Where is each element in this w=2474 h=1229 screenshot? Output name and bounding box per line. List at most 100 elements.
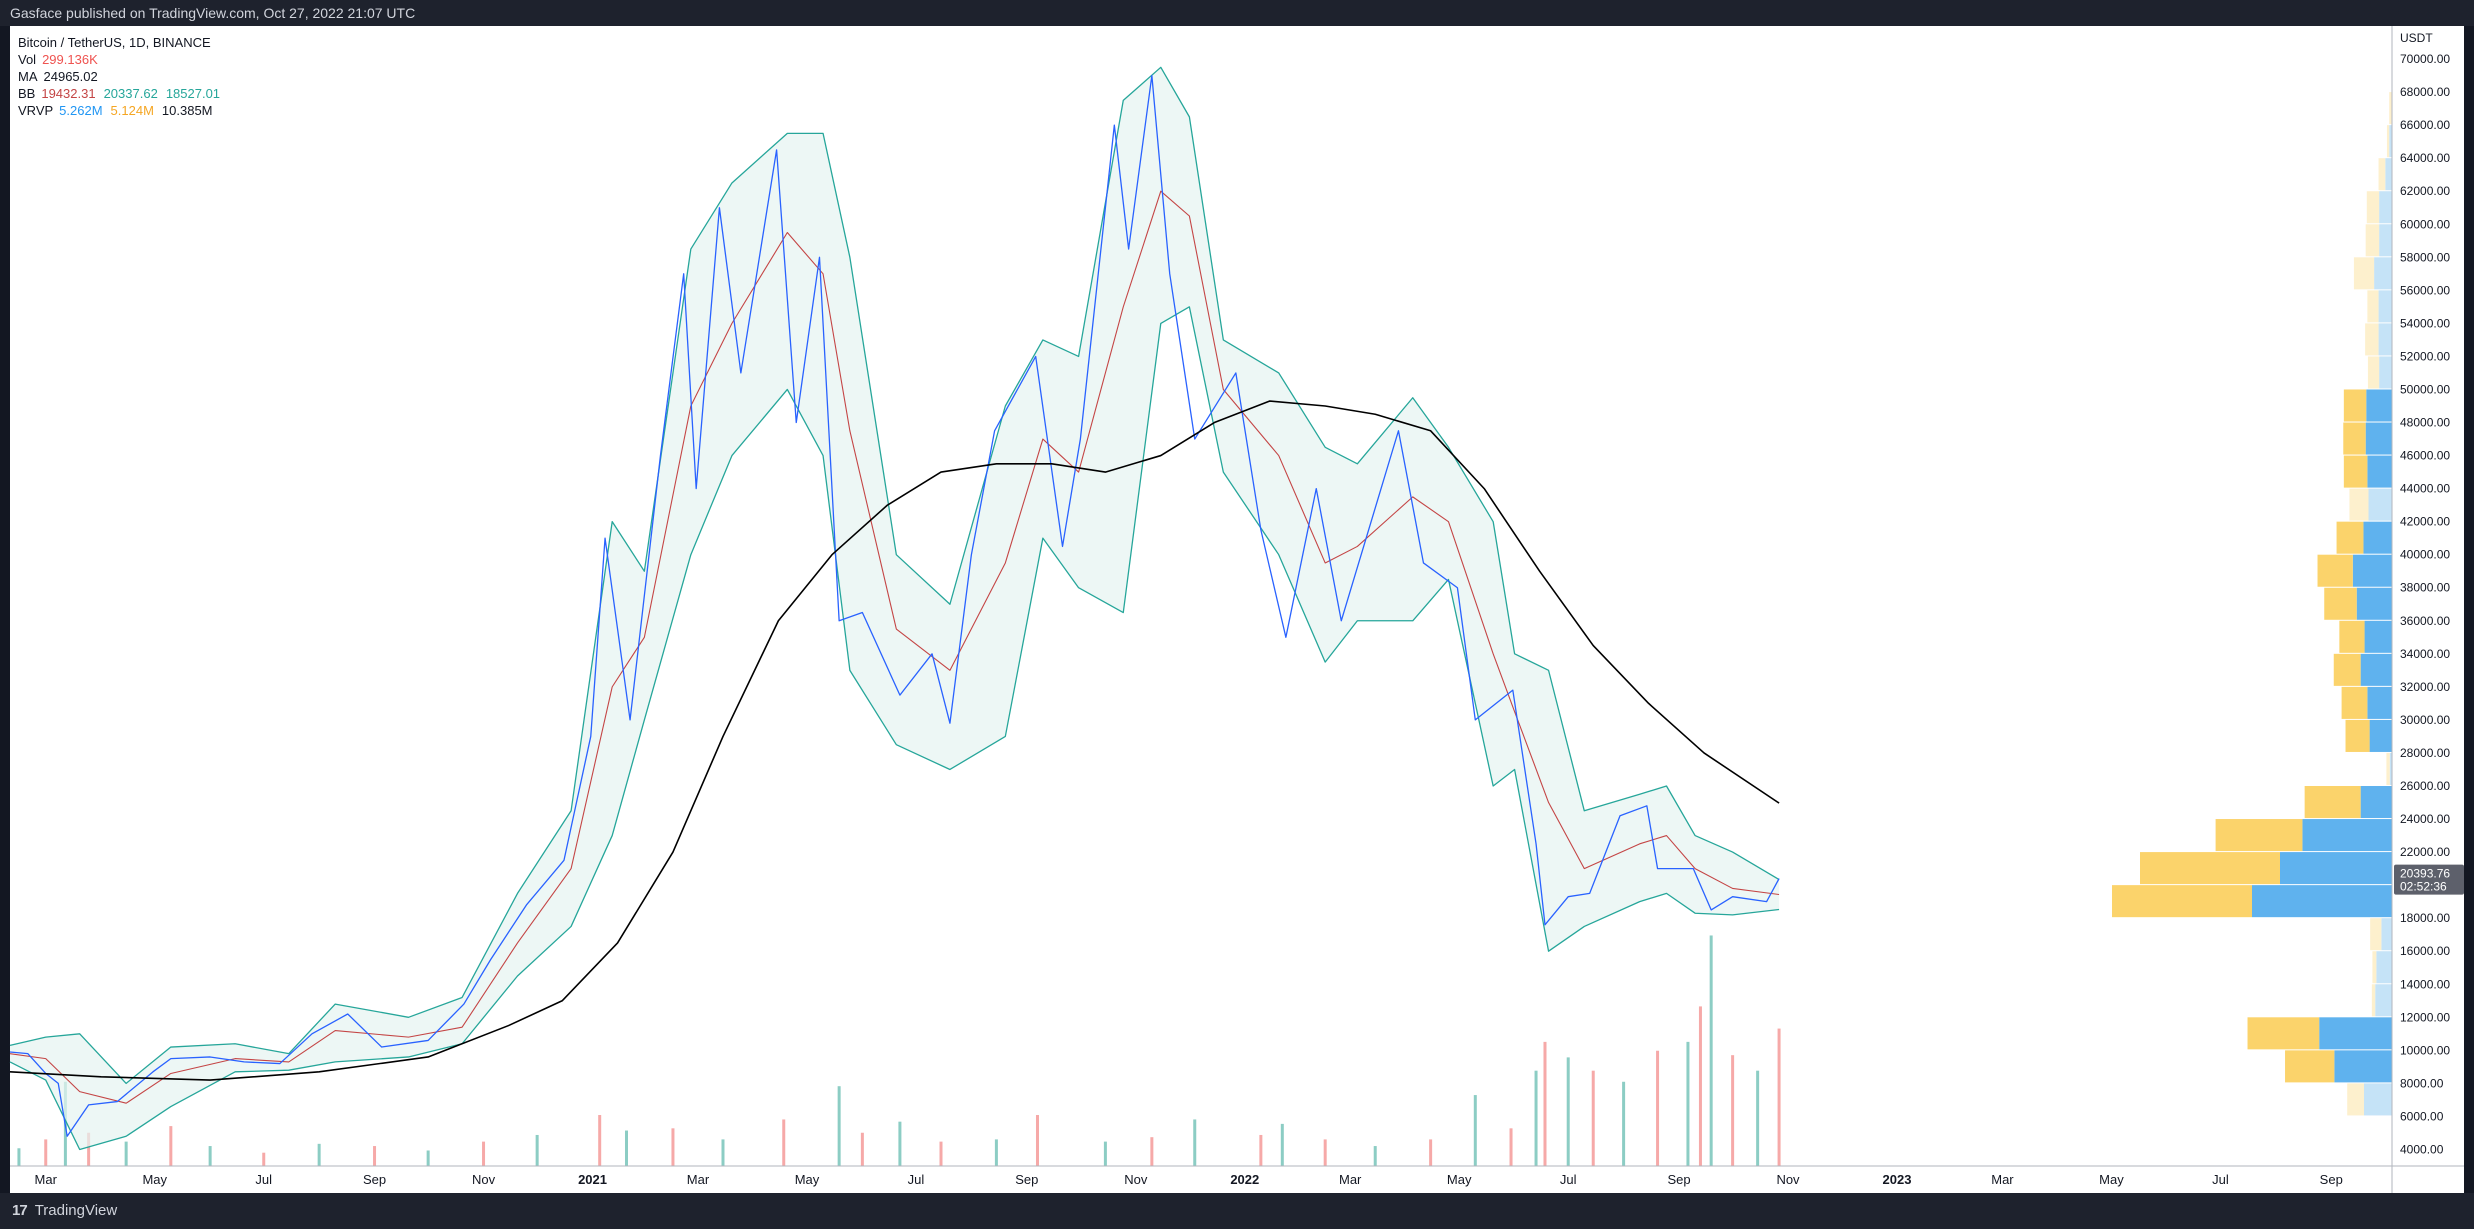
publisher-header: Gasface published on TradingView.com, Oc… (0, 0, 2474, 26)
volume-profile-up-bar (2385, 158, 2392, 191)
x-tick-label: May (795, 1172, 820, 1187)
volume-bar (1193, 1119, 1197, 1166)
volume-bar (1698, 1006, 1702, 1166)
y-tick-label: 44000.00 (2400, 482, 2450, 496)
volume-profile-up-bar (2366, 389, 2392, 422)
volume-profile-up-bar (2368, 488, 2392, 521)
volume-profile-down-bar (2386, 752, 2390, 785)
volume-bar (1150, 1137, 1154, 1166)
y-tick-label: 38000.00 (2400, 581, 2450, 595)
legend-volume-row[interactable]: Vol 299.136K (18, 51, 228, 68)
last-price-tag[interactable] (2394, 864, 2464, 895)
moving-average (9, 400, 1780, 1081)
volume-profile-down-bar (2347, 1083, 2364, 1116)
legend-bb-row[interactable]: BB 19432.31 20337.62 18527.01 (18, 85, 228, 102)
bb-label: BB (18, 86, 36, 101)
volume-bar (1591, 1070, 1595, 1166)
y-tick-label: 70000.00 (2400, 52, 2450, 66)
price-series (9, 74, 1780, 1137)
bollinger-upper-line (9, 66, 1780, 1085)
volume-bar (482, 1141, 486, 1166)
volume-profile-down-bar (2345, 719, 2370, 752)
y-axis-unit-label: USDT (2400, 31, 2433, 45)
y-tick-label: 18000.00 (2400, 911, 2450, 925)
y-tick-label: 22000.00 (2400, 845, 2450, 859)
x-tick-label: Mar (35, 1172, 58, 1187)
volume-profile-down-bar (2349, 488, 2369, 521)
y-tick-label: 64000.00 (2400, 151, 2450, 165)
y-tick-label: 52000.00 (2400, 349, 2450, 363)
x-tick-label: Nov (472, 1172, 496, 1187)
y-tick-label: 60000.00 (2400, 217, 2450, 231)
volume-bar (1622, 1081, 1626, 1166)
volume-bar (1473, 1095, 1477, 1166)
bollinger-bands (9, 66, 1780, 1151)
volume-bar (373, 1146, 377, 1166)
volume-bar (1373, 1146, 1377, 1166)
volume-profile-up-bar (2379, 224, 2392, 257)
x-tick-label: Sep (363, 1172, 386, 1187)
x-tick-label: 2021 (578, 1172, 607, 1187)
volume-bar (208, 1146, 212, 1166)
y-tick-label: 28000.00 (2400, 746, 2450, 760)
x-tick-label: Sep (1015, 1172, 1038, 1187)
volume-profile-up-bar (2376, 951, 2392, 984)
vrvp-label: VRVP (18, 103, 54, 118)
volume-profile-up-bar (2367, 455, 2392, 488)
x-tick-label: May (142, 1172, 167, 1187)
publisher-text: Gasface published on TradingView.com, Oc… (10, 5, 416, 21)
volume-bar (317, 1143, 321, 1166)
volume-profile (2112, 92, 2392, 1116)
volume-profile-down-bar (2371, 984, 2376, 1017)
vrvp-total-value: 10.385M (161, 103, 213, 118)
bb-lower-value: 18527.01 (165, 86, 221, 101)
brand-name[interactable]: TradingView (34, 1202, 118, 1219)
x-tick-label: May (1447, 1172, 1472, 1187)
y-tick-label: 46000.00 (2400, 449, 2450, 463)
volume-profile-up-bar (2252, 885, 2392, 918)
volume-profile-up-bar (2280, 852, 2392, 885)
axes: USDT 70000.00 68000.00 66000.00 64000.00 6200… (10, 26, 2464, 1193)
x-tick-label: Sep (2320, 1172, 2343, 1187)
y-tick-label: 42000.00 (2400, 515, 2450, 529)
legend-vrvp-row[interactable]: VRVP 5.262M 5.124M 10.385M (18, 102, 228, 119)
volume-profile-up-bar (2374, 257, 2392, 290)
y-tick-label: 8000.00 (2400, 1076, 2444, 1090)
y-tick-label: 16000.00 (2400, 944, 2450, 958)
volume-bar (898, 1121, 902, 1166)
volume-profile-down-bar (2336, 521, 2364, 554)
volume-profile-up-bar (2364, 1083, 2392, 1116)
volume-bar (837, 1086, 841, 1166)
volume-bar (17, 1148, 21, 1166)
volume-bar (1280, 1123, 1284, 1166)
symbol-title[interactable]: Bitcoin / TetherUS, 1D, BINANCE (18, 35, 211, 50)
y-tick-label: 10000.00 (2400, 1043, 2450, 1057)
vol-value: 299.136K (42, 52, 98, 67)
volume-profile-up-bar (2367, 686, 2392, 719)
volume-bar (860, 1132, 864, 1166)
tradingview-logo-icon[interactable]: 17 (12, 1202, 28, 1219)
ma-value: 24965.02 (43, 69, 98, 84)
vol-label: Vol (18, 52, 37, 67)
volume-profile-down-bar (2247, 1017, 2320, 1050)
price-line (9, 74, 1780, 1137)
volume-bar (1103, 1141, 1107, 1166)
footer-bar: 17 TradingView (0, 1193, 2474, 1229)
volume-profile-down-bar (2341, 686, 2368, 719)
volume-bars (17, 935, 1781, 1166)
bollinger-basis-line (9, 190, 1780, 1104)
volume-bar (426, 1150, 430, 1166)
volume-profile-down-bar (2343, 389, 2367, 422)
moving-average-line (9, 400, 1780, 1081)
volume-bar (1731, 1055, 1735, 1166)
volume-profile-down-bar (2304, 786, 2361, 819)
volume-profile-up-bar (2356, 587, 2392, 620)
legend-ma-row[interactable]: MA 24965.02 (18, 68, 228, 85)
volume-bar (1686, 1041, 1690, 1166)
volume-bar (1566, 1057, 1570, 1166)
x-tick-label: 2022 (1230, 1172, 1259, 1187)
x-tick-label: Mar (687, 1172, 710, 1187)
y-tick-label: 26000.00 (2400, 779, 2450, 793)
volume-profile-down-bar (2372, 951, 2377, 984)
